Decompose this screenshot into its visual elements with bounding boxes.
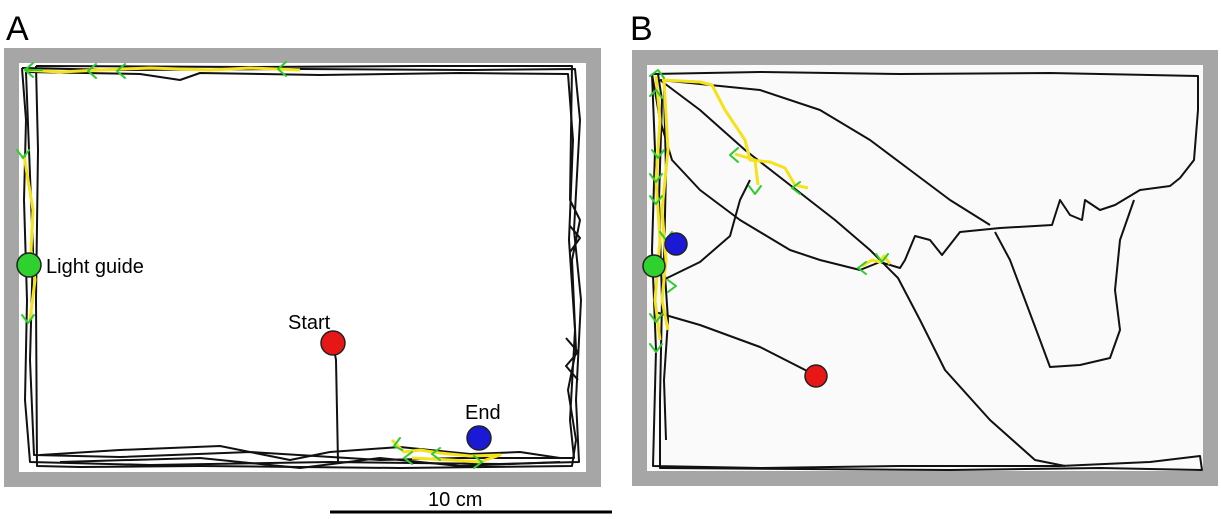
panel-a-label: A: [6, 10, 29, 48]
arrow-b-14: [875, 253, 889, 263]
start-marker-b: [804, 364, 828, 388]
path-a-right-wiggle: [565, 225, 581, 381]
direction-arrows-a: [16, 61, 483, 469]
arrow-b-1: [649, 69, 665, 79]
arrow-a-top-3: [116, 63, 126, 79]
arena-b-floor: [647, 65, 1203, 471]
arrow-b-11: [748, 185, 762, 195]
path-b-top-loop: [651, 71, 1199, 271]
arrow-a-left-2: [21, 314, 35, 324]
trajectory-b: [651, 71, 1203, 471]
arrow-b-9: [649, 343, 663, 353]
panel-b-label: B: [630, 10, 653, 48]
trajectory-a: [21, 65, 582, 469]
arrow-b-8: [649, 313, 663, 323]
path-a-light-top: [23, 66, 301, 74]
arrow-b-5: [649, 195, 663, 205]
arena-a-floor: [19, 63, 586, 472]
end-marker-b: [664, 232, 688, 256]
light-guide-marker-b: [642, 254, 666, 278]
path-b-curve: [659, 79, 991, 226]
path-b-left-mid: [662, 179, 751, 281]
arrow-a-top-2: [87, 63, 97, 79]
arrow-b-10: [729, 147, 739, 163]
light-guide-label: Light guide: [46, 256, 144, 278]
end-marker-a: [466, 425, 492, 451]
path-b-left-wall-2: [663, 89, 669, 441]
path-a-perimeter-3: [35, 65, 581, 469]
arrow-b-4: [649, 173, 663, 183]
arrow-b-3: [651, 149, 665, 159]
end-label: End: [465, 402, 501, 424]
arrow-a-left-1: [16, 149, 30, 159]
arrow-a-bottom-1: [393, 437, 403, 451]
arrow-a-top-4: [277, 61, 287, 77]
start-label: Start: [288, 312, 331, 334]
arrow-a-bottom-3: [431, 447, 441, 461]
path-b-diagonal: [659, 79, 1066, 467]
path-a-light-left: [22, 154, 37, 321]
arena-b: [632, 50, 1218, 486]
path-b-right-loop: [994, 199, 1135, 368]
path-a-perimeter-1: [21, 67, 582, 466]
arrow-a-bottom-2: [403, 451, 413, 465]
path-a-light-bottom: [390, 438, 502, 464]
path-b-to-start: [654, 311, 816, 376]
arrow-b-7: [667, 279, 677, 293]
path-b-light-top: [661, 78, 809, 190]
light-guide-marker-a: [16, 252, 42, 278]
arrow-a-top-1: [24, 62, 43, 78]
start-marker-a: [320, 330, 346, 356]
arrow-b-2: [649, 89, 663, 99]
arrow-b-12: [791, 181, 801, 195]
scale-bar: 10 cm: [330, 489, 612, 514]
path-b-light-mid: [861, 254, 892, 268]
arena-a: [4, 48, 601, 487]
arrow-a-bottom-4: [473, 455, 483, 469]
arrow-b-13: [857, 261, 867, 275]
scale-bar-label: 10 cm: [428, 489, 482, 511]
path-b-left-wall: [651, 73, 1203, 471]
path-a-perimeter-2: [25, 71, 576, 461]
path-b-light-left: [653, 75, 670, 341]
